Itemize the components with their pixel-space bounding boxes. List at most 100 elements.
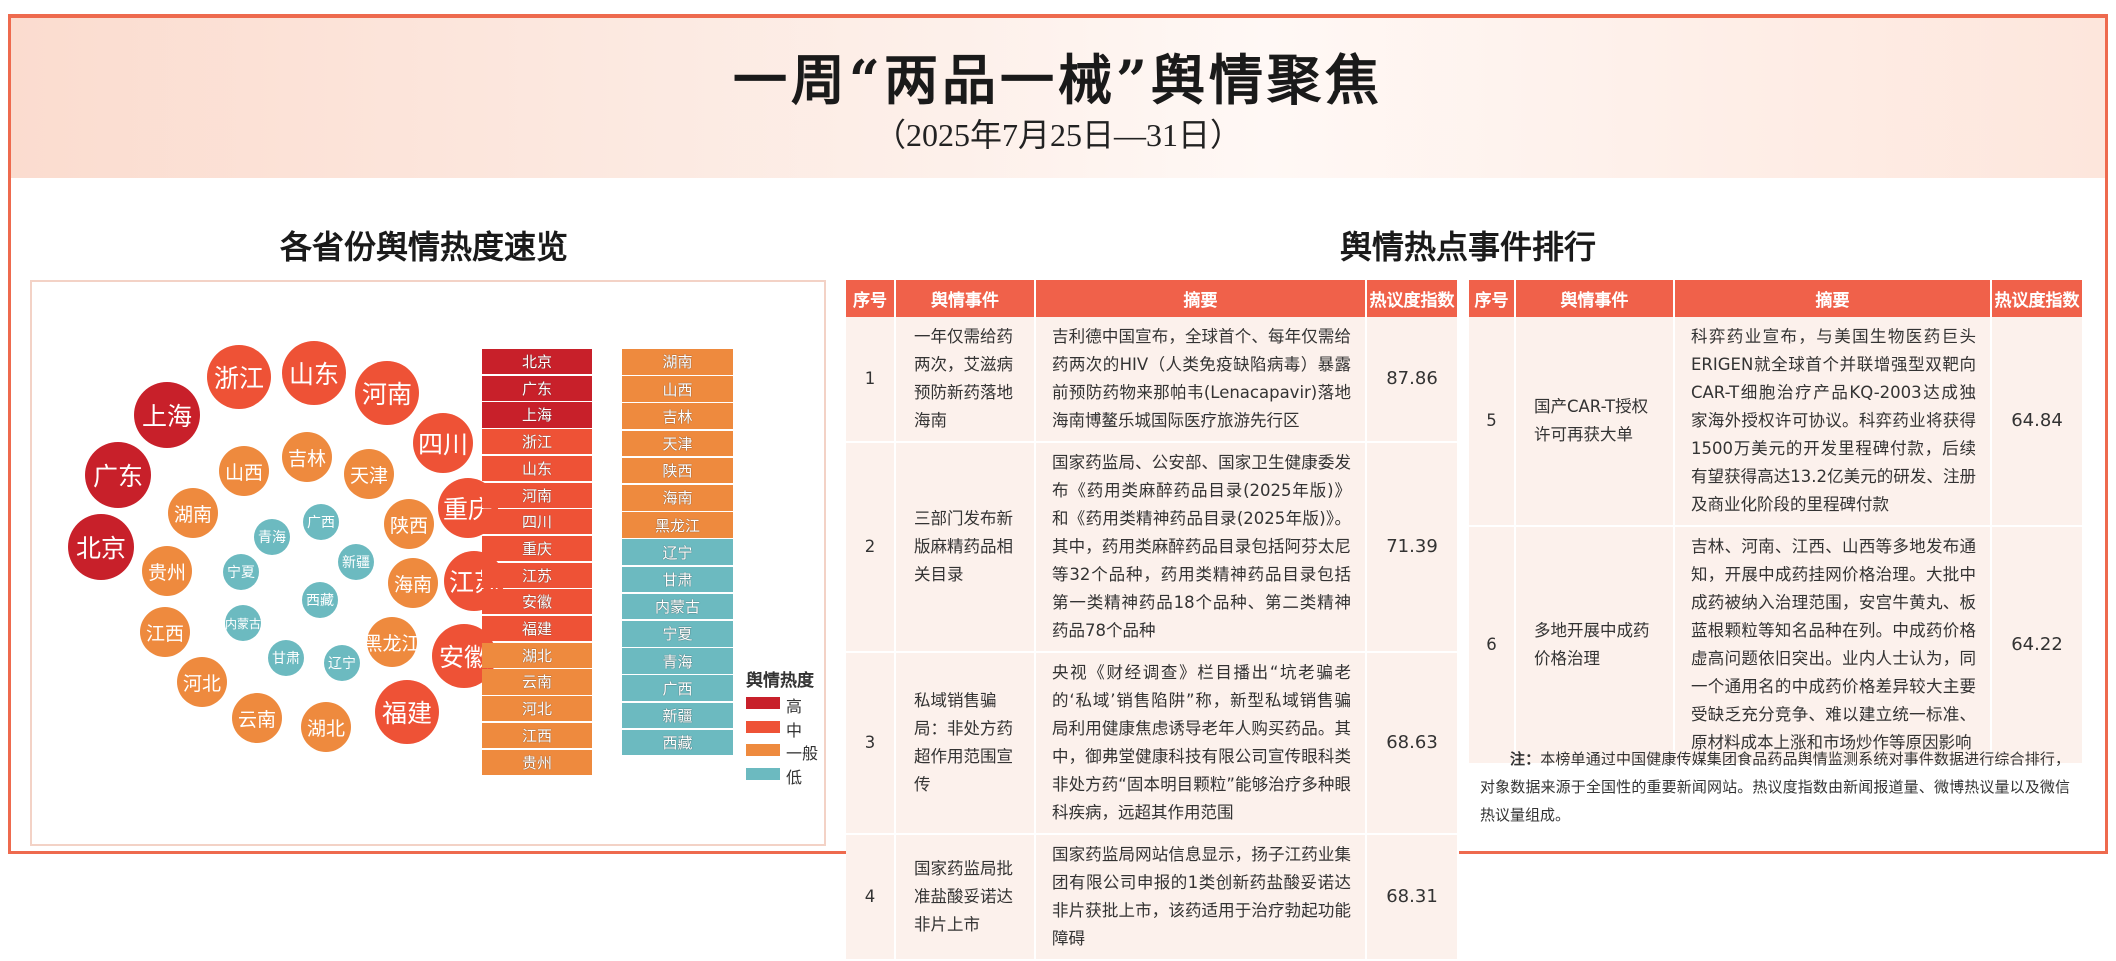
province-rank-cell: 天津 <box>622 430 733 457</box>
province-rank-cell: 海南 <box>622 485 733 511</box>
province-rank-cell: 新疆 <box>622 702 733 729</box>
event-title: 私域销售骗局：非处方药超作用范围宣传 <box>895 652 1036 835</box>
province-rank-cell: 云南 <box>482 669 592 695</box>
header-summary: 摘要 <box>1035 280 1367 317</box>
province-bubble: 福建 <box>375 680 439 744</box>
province-bubble: 辽宁 <box>324 645 360 681</box>
legend-swatch <box>746 720 780 733</box>
province-bubble: 天津 <box>344 449 394 499</box>
heat-index: 68.31 <box>1366 834 1459 961</box>
header-index: 热议度指数 <box>1366 280 1459 317</box>
event-title: 国家药监局批准盐酸妥诺达非片上市 <box>895 834 1036 961</box>
header-summary: 摘要 <box>1674 280 1992 317</box>
table-row: 3 私域销售骗局：非处方药超作用范围宣传 央视《财经调查》栏目播出“坑老骗老的‘私域… <box>846 652 1459 835</box>
legend-swatch <box>746 767 780 780</box>
province-bubble: 内蒙古 <box>225 605 261 641</box>
table-row: 1 一年仅需给药两次，艾滋病预防新药落地海南 吉利德中国宣布，全球首个、每年仅需给药… <box>846 317 1459 443</box>
ranking-section-title: 舆情热点事件排行 <box>1340 228 1597 266</box>
footnote-label: 注： <box>1510 750 1541 768</box>
province-rank-cell: 贵州 <box>482 749 592 775</box>
province-bubble: 四川 <box>413 413 473 473</box>
province-rank-cell: 福建 <box>482 616 592 642</box>
event-summary: 国家药监局网站信息显示，扬子江药业集团有限公司申报的1类创新药盐酸妥诺达非片获批… <box>1035 834 1367 961</box>
footnote: 注：本榜单通过中国健康传媒集团食品药品舆情监测系统对事件数据进行综合排行，对象数… <box>1480 745 2070 829</box>
province-bubble: 浙江 <box>207 345 271 409</box>
province-bubble: 河北 <box>177 657 227 707</box>
province-rank-cell: 湖南 <box>622 349 733 375</box>
rank-number: 5 <box>1469 317 1516 527</box>
province-bubble: 广西 <box>303 504 339 540</box>
legend-swatch <box>746 697 780 709</box>
event-summary: 吉利德中国宣布，全球首个、每年仅需给药两次的HIV（人类免疫缺陷病毒）暴露前预防… <box>1035 317 1367 443</box>
event-title: 一年仅需给药两次，艾滋病预防新药落地海南 <box>895 317 1036 443</box>
heat-index: 64.84 <box>1991 317 2084 527</box>
province-rank-cell: 上海 <box>482 402 592 428</box>
province-rank-cell: 陕西 <box>622 457 733 484</box>
province-rank-cell: 甘肃 <box>622 566 733 593</box>
province-rank-cell: 青海 <box>622 648 733 674</box>
rank-number: 3 <box>846 652 896 835</box>
rank-number: 2 <box>846 442 896 653</box>
event-ranking-table-1: 序号 舆情事件 摘要 热议度指数 1 一年仅需给药两次，艾滋病预防新药落地海南 吉利德中国宣… <box>846 280 1459 961</box>
province-rank-cell: 河北 <box>482 696 592 722</box>
province-bubble: 贵州 <box>142 546 192 596</box>
province-rank-cell: 辽宁 <box>622 539 733 566</box>
province-rank-cell: 北京 <box>482 349 592 375</box>
province-bubble: 青海 <box>254 519 290 555</box>
province-rank-cell: 宁夏 <box>622 621 733 647</box>
legend-label: 一般 <box>786 744 819 763</box>
province-bubble: 云南 <box>232 693 282 743</box>
province-bubble: 西藏 <box>302 582 338 618</box>
rank-number: 1 <box>846 317 896 443</box>
event-title: 三部门发布新版麻精药品相关目录 <box>895 442 1036 653</box>
province-bubble: 黑龙江 <box>364 617 421 667</box>
province-bubble: 广东 <box>85 442 151 508</box>
province-bubble: 吉林 <box>282 432 332 482</box>
header-index: 热议度指数 <box>1991 280 2084 317</box>
province-rank-cell: 江苏 <box>482 562 592 588</box>
province-rank-cell: 黑龙江 <box>622 512 733 538</box>
legend-label: 高 <box>786 697 803 716</box>
heat-index: 68.63 <box>1366 652 1459 835</box>
event-summary: 吉林、河南、江西、山西等多地发布通知，开展中成药挂网价格治理。大批中成药被纳入治… <box>1674 526 1992 765</box>
province-rank-cell: 湖北 <box>482 642 592 668</box>
table-row: 5 国产CAR-T授权许可再获大单 科弈药业宣布，与美国生物医药巨头ERIGEN就全… <box>1469 317 2084 527</box>
province-rank-cell: 广西 <box>622 675 733 702</box>
province-rank-cell: 广东 <box>482 375 592 401</box>
province-bubble: 北京 <box>68 514 134 580</box>
province-bubble: 甘肃 <box>268 640 304 676</box>
rank-number: 6 <box>1469 526 1516 765</box>
province-bubble: 山东 <box>282 341 346 405</box>
province-bubble: 宁夏 <box>223 554 259 590</box>
legend-title: 舆情热度 <box>746 671 814 691</box>
heat-index: 71.39 <box>1366 442 1459 653</box>
province-bubble: 河南 <box>355 361 419 425</box>
province-rank-cell: 安徽 <box>482 589 592 615</box>
footnote-text: 本榜单通过中国健康传媒集团食品药品舆情监测系统对事件数据进行综合排行，对象数据来… <box>1480 750 2070 824</box>
province-bubble: 江西 <box>140 607 190 657</box>
heat-index: 87.86 <box>1366 317 1459 443</box>
province-rank-cell: 吉林 <box>622 403 733 430</box>
page-title: 一周“两品一械”舆情聚焦 <box>732 48 1384 112</box>
legend-swatch <box>746 744 780 756</box>
table-row: 2 三部门发布新版麻精药品相关目录 国家药监局、公安部、国家卫生健康委发布《药用类麻… <box>846 442 1459 653</box>
province-bubble: 湖南 <box>168 488 218 538</box>
header-event: 舆情事件 <box>1515 280 1675 317</box>
table-header-row: 序号 舆情事件 摘要 热议度指数 <box>1469 280 2084 317</box>
province-bubble: 上海 <box>134 382 200 448</box>
header-event: 舆情事件 <box>895 280 1036 317</box>
event-title: 多地开展中成药价格治理 <box>1515 526 1675 765</box>
header-banner <box>11 18 2105 178</box>
province-bubble: 新疆 <box>338 544 374 580</box>
province-rank-cell: 内蒙古 <box>622 593 733 620</box>
table-row: 6 多地开展中成药价格治理 吉林、河南、江西、山西等多地发布通知，开展中成药挂网价格… <box>1469 526 2084 765</box>
province-bubble: 山西 <box>219 446 269 496</box>
province-rank-cell: 重庆 <box>482 535 592 562</box>
event-summary: 央视《财经调查》栏目播出“坑老骗老的‘私域’销售陷阱”称，新型私域销售骗局利用健… <box>1035 652 1367 835</box>
table-row: 4 国家药监局批准盐酸妥诺达非片上市 国家药监局网站信息显示，扬子江药业集团有限公司… <box>846 834 1459 961</box>
province-rank-cell: 西藏 <box>622 729 733 756</box>
event-summary: 国家药监局、公安部、国家卫生健康委发布《药用类麻醉药品目录(2025年版)》和《… <box>1035 442 1367 653</box>
heat-index: 64.22 <box>1991 526 2084 765</box>
table-header-row: 序号 舆情事件 摘要 热议度指数 <box>846 280 1459 317</box>
event-ranking-table-2: 序号 舆情事件 摘要 热议度指数 5 国产CAR-T授权许可再获大单 科弈药业宣布，与美国生… <box>1469 280 2084 765</box>
